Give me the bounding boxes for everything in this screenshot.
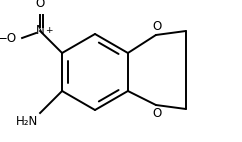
Text: N: N (36, 25, 45, 37)
Text: O: O (152, 20, 161, 33)
Text: +: + (45, 26, 53, 35)
Text: O: O (36, 0, 45, 10)
Text: H₂N: H₂N (16, 115, 38, 128)
Text: −O: −O (0, 33, 17, 45)
Text: O: O (152, 107, 161, 120)
